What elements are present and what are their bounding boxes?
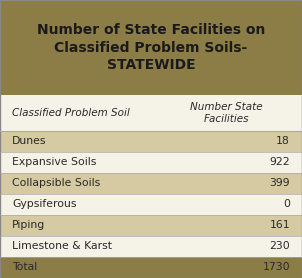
Text: Classified Problem Soil: Classified Problem Soil <box>12 108 130 118</box>
Bar <box>0 173 302 194</box>
Text: Gypsiferous: Gypsiferous <box>12 199 77 209</box>
Text: 161: 161 <box>269 220 290 230</box>
Text: 399: 399 <box>269 178 290 188</box>
Text: 0: 0 <box>283 199 290 209</box>
Bar <box>0 95 302 131</box>
Bar <box>0 131 302 152</box>
Text: 1730: 1730 <box>262 262 290 272</box>
Bar <box>0 236 302 257</box>
Text: 230: 230 <box>269 242 290 251</box>
Text: Number State
Facilities: Number State Facilities <box>190 102 263 124</box>
Text: Limestone & Karst: Limestone & Karst <box>12 242 112 251</box>
Text: 18: 18 <box>276 136 290 146</box>
Text: Piping: Piping <box>12 220 45 230</box>
Text: Dunes: Dunes <box>12 136 47 146</box>
Text: Expansive Soils: Expansive Soils <box>12 157 96 167</box>
Text: Total: Total <box>12 262 37 272</box>
Bar <box>0 257 302 278</box>
Text: Number of State Facilities on
Classified Problem Soils-
STATEWIDE: Number of State Facilities on Classified… <box>37 23 265 72</box>
Bar <box>0 215 302 236</box>
Bar <box>0 152 302 173</box>
Text: 922: 922 <box>269 157 290 167</box>
Text: Collapsible Soils: Collapsible Soils <box>12 178 100 188</box>
Bar <box>0 194 302 215</box>
Bar <box>0 0 302 95</box>
